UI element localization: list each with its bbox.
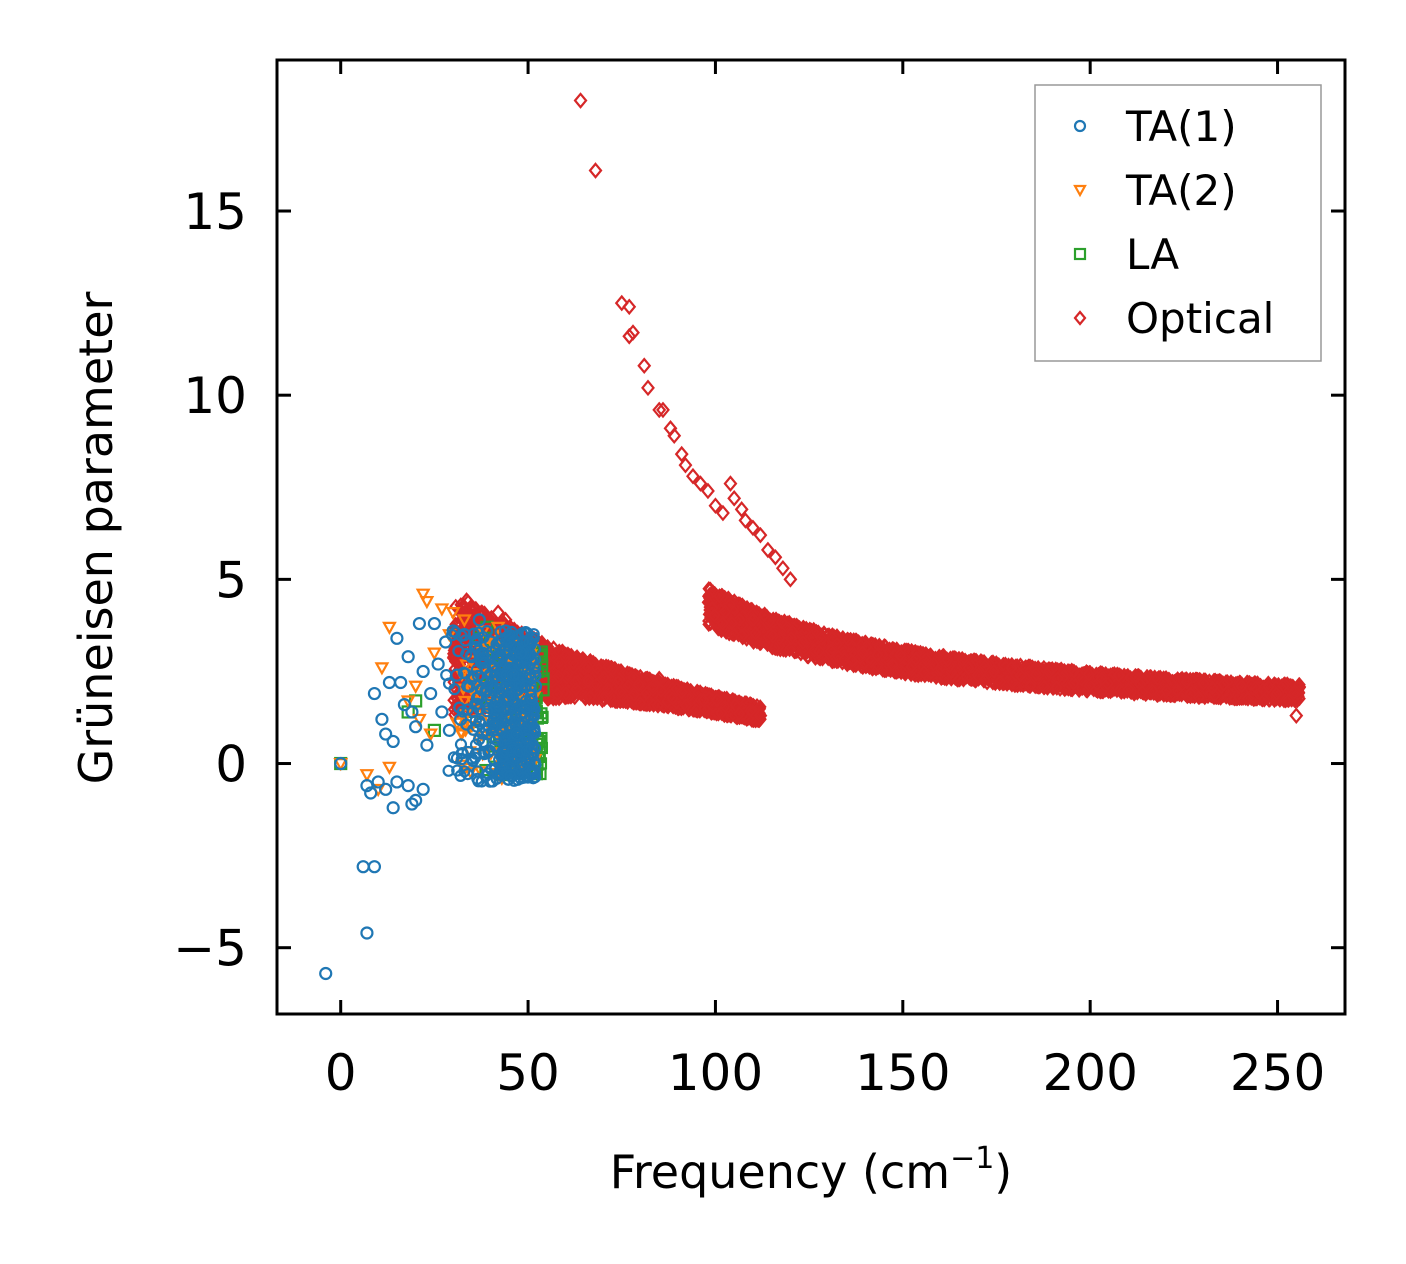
optical-point	[797, 643, 811, 659]
optical-point	[547, 655, 560, 671]
optical-point	[710, 692, 724, 708]
optical-point	[581, 673, 595, 689]
optical-point	[562, 689, 576, 705]
optical-point	[567, 655, 580, 671]
optical-point	[750, 616, 763, 632]
optical-point	[697, 692, 710, 708]
optical-point	[654, 682, 668, 699]
optical-point	[732, 705, 746, 722]
optical-point	[457, 688, 471, 704]
optical-point	[581, 659, 595, 675]
optical-point	[666, 690, 680, 707]
optical-point	[632, 676, 646, 693]
optical-point	[746, 606, 760, 623]
optical-point	[679, 697, 693, 714]
optical-point	[583, 689, 597, 705]
optical-point	[579, 690, 593, 706]
optical-point	[601, 658, 615, 675]
optical-point	[589, 684, 602, 701]
optical-point	[627, 686, 641, 703]
optical-point	[647, 697, 661, 713]
optical-point	[446, 645, 460, 662]
optical-point	[646, 678, 660, 695]
optical-point	[569, 681, 583, 697]
optical-point	[640, 685, 654, 701]
optical-point	[551, 668, 565, 685]
optical-point	[651, 698, 665, 714]
optical-point	[595, 677, 609, 694]
optical-point	[590, 676, 604, 693]
optical-point	[714, 705, 728, 721]
optical-point	[615, 688, 629, 704]
optical-point	[613, 684, 627, 700]
optical-point	[675, 684, 689, 701]
optical-point	[631, 669, 645, 686]
optical-point	[633, 695, 647, 712]
optical-point	[474, 604, 488, 620]
optical-point	[890, 641, 904, 657]
optical-point	[701, 701, 715, 718]
optical-point	[698, 700, 711, 717]
optical-point	[550, 686, 564, 703]
optical-point	[597, 669, 611, 686]
series-layer	[319, 92, 1307, 981]
optical-point	[753, 699, 767, 715]
optical-point	[590, 659, 604, 676]
optical-point	[601, 681, 615, 697]
optical-point	[576, 650, 590, 667]
optical-point	[559, 685, 573, 702]
optical-point	[568, 674, 582, 691]
optical-point	[920, 647, 934, 663]
optical-point	[560, 666, 574, 682]
optical-point	[584, 674, 597, 690]
optical-point	[596, 690, 610, 706]
